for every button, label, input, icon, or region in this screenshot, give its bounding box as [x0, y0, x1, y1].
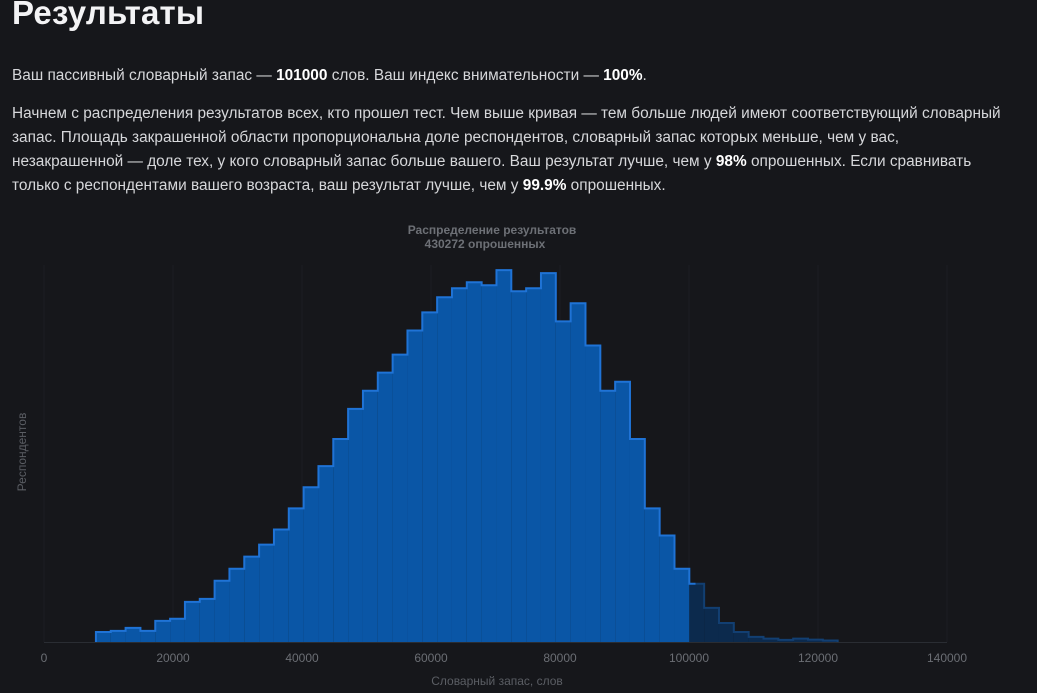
pct-age-value: 99.9%: [522, 177, 567, 194]
histogram-bar-below-user: [155, 620, 171, 642]
summary-middle: слов. Ваш индекс внимательности —: [327, 67, 604, 84]
histogram-bar-above-user: [733, 632, 749, 642]
summary-text: Ваш пассивный словарный запас — 101000 с…: [12, 64, 1002, 88]
histogram-bar-below-user: [422, 312, 438, 642]
x-tick-label: 0: [41, 651, 48, 665]
description-part1: Начнем с распределения результатов всех,…: [12, 105, 1001, 170]
x-tick-label: 120000: [798, 651, 838, 665]
pct-all-value: 98%: [715, 153, 747, 170]
histogram-bar-below-user: [140, 630, 156, 642]
histogram-bar-below-user: [481, 285, 497, 642]
chart-subtitle: 430272 опрошенных: [425, 237, 546, 251]
chart-area: [94, 269, 839, 642]
histogram-bar-below-user: [229, 568, 245, 642]
histogram-bar-above-user: [808, 639, 823, 642]
distribution-outline-above: [695, 582, 839, 642]
x-axis-ticks: 0 20000 40000 60000 80000 100000 120000 140000: [41, 651, 968, 665]
histogram-bar-above-user: [748, 636, 764, 642]
histogram-bar-below-user: [214, 580, 230, 642]
histogram-bar-below-user: [496, 270, 512, 642]
histogram-bar-below-user: [659, 535, 675, 642]
histogram-bar-below-user: [555, 321, 571, 642]
histogram-bar-below-user: [674, 568, 690, 642]
histogram-bar-below-user: [629, 439, 645, 642]
vocab-value: 101000: [276, 67, 328, 84]
histogram-bar-above-user: [718, 622, 734, 642]
histogram-bar-below-user: [466, 282, 482, 642]
histogram-bar-below-user: [318, 466, 334, 642]
histogram-bar-below-user: [392, 354, 408, 642]
histogram-bar-below-user: [585, 345, 601, 642]
x-tick-label: 40000: [285, 651, 319, 665]
histogram-bar-below-user: [303, 487, 319, 642]
histogram-bar-below-user: [511, 291, 527, 642]
histogram-bar-below-user: [273, 529, 289, 642]
y-axis-label: Респондентов: [15, 413, 29, 492]
distribution-outline-below: [94, 269, 696, 642]
x-tick-label: 80000: [543, 651, 577, 665]
histogram-bar-below-user: [377, 372, 393, 642]
description-text: Начнем с распределения результатов всех,…: [12, 102, 1002, 198]
histogram-bar-below-user: [570, 303, 586, 642]
x-tick-label: 100000: [669, 651, 709, 665]
histogram-bar-below-user: [95, 632, 111, 642]
histogram-bar-above-user: [793, 638, 809, 642]
x-tick-label: 60000: [414, 651, 448, 665]
histogram-bar-below-user: [451, 288, 467, 642]
histogram-bar-below-user: [125, 627, 141, 642]
description-part2: опрошенных. Если сравнивать только с рес…: [12, 153, 972, 194]
page-title: Результаты: [12, 0, 205, 31]
histogram-bar-below-user: [540, 273, 556, 642]
histogram-bar-below-user: [244, 556, 260, 642]
histogram-bar-below-user: [170, 618, 185, 642]
histogram-bar-above-user: [689, 583, 705, 642]
histogram-bar-below-user: [407, 330, 423, 642]
histogram-bar-below-user: [526, 288, 541, 642]
chart-title: Распределение результатов: [408, 223, 577, 237]
summary-suffix: .: [642, 67, 647, 84]
histogram-bar-below-user: [288, 508, 304, 642]
histogram-bar-below-user: [333, 439, 349, 642]
histogram-bar-below-user: [615, 381, 630, 642]
x-tick-label: 20000: [156, 651, 190, 665]
description-part3: опрошенных.: [566, 177, 666, 194]
histogram-bar-below-user: [644, 508, 660, 642]
histogram-bar-below-user: [199, 598, 215, 642]
histogram-bar-below-user: [110, 630, 126, 642]
histogram-bar-above-user: [778, 639, 794, 642]
x-tick-label: 140000: [927, 651, 967, 665]
distribution-chart: Распределение результатов 430272 опрошен…: [15, 223, 968, 688]
histogram-bar-above-user: [704, 607, 719, 642]
histogram-bar-above-user: [763, 638, 779, 642]
histogram-bar-below-user: [348, 408, 363, 642]
x-axis-label: Словарный запас, слов: [431, 674, 563, 688]
histogram-bar-below-user: [184, 601, 200, 642]
histogram-bar-below-user: [362, 390, 378, 642]
histogram-bar-below-user: [600, 390, 616, 642]
histogram-bar-below-user: [259, 544, 274, 642]
histogram-bar-below-user: [437, 297, 452, 642]
attention-value: 100%: [603, 67, 643, 84]
summary-prefix: Ваш пассивный словарный запас —: [12, 67, 277, 84]
